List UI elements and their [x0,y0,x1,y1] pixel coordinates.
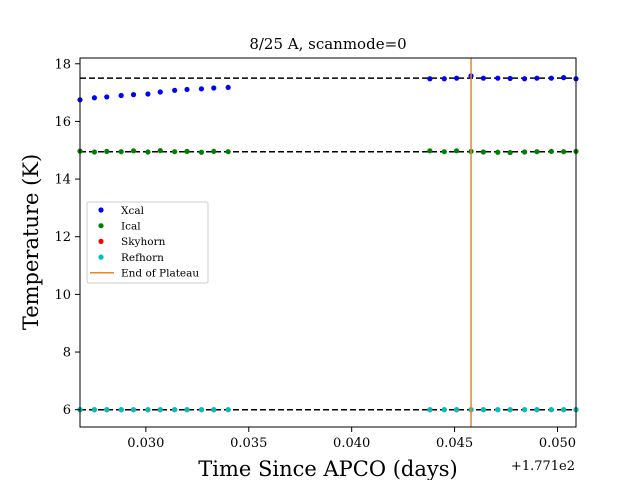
point-xcal-21 [548,75,554,81]
point-xcal-16 [480,75,486,81]
point-xcal-19 [521,76,528,82]
y-tick-label: 6 [63,403,71,418]
point-xcal-4 [130,92,137,98]
legend-label-end-of-plateau: End of Plateau [121,268,199,280]
point-xcal-20 [534,75,540,81]
legend: Xcal Ical Skyhorn Refhorn End of Plateau [86,201,209,284]
point-refhorn-21 [548,407,554,413]
legend-marker-refhorn [98,254,104,260]
x-tick-label: 0.030 [127,436,164,451]
y-tick-label: 8 [63,346,71,361]
legend-box [86,201,209,284]
point-refhorn-14 [454,407,460,413]
y-tick-label: 18 [54,57,71,72]
point-ical-18 [507,149,513,156]
legend-label-skyhorn: Skyhorn [121,236,166,248]
point-ical-3 [118,149,124,155]
point-xcal-11 [225,84,231,91]
x-tick-label: 0.045 [436,436,473,451]
point-refhorn-10 [211,407,217,413]
legend-marker-ical [98,223,104,229]
x-tick-label: 0.035 [230,436,267,451]
point-xcal-5 [145,91,151,97]
y-axis: 6 8 10 12 14 16 18 [54,57,80,418]
point-ical-16 [480,149,486,155]
point-refhorn-3 [118,407,124,413]
point-ical-9 [198,149,205,155]
point-ical-11 [225,149,231,155]
y-tick-label: 16 [54,115,71,130]
point-ical-12 [427,148,433,154]
point-refhorn-4 [130,407,137,413]
point-ical-6 [157,147,163,154]
point-ical-14 [454,148,460,154]
point-xcal-8 [184,86,190,93]
point-xcal-7 [172,87,178,93]
point-xcal-10 [211,85,217,91]
point-ical-2 [104,148,110,155]
legend-label-refhorn: Refhorn [121,252,164,264]
point-ical-13 [441,149,447,155]
point-xcal-22 [561,75,567,81]
point-xcal-13 [441,76,447,82]
point-refhorn-22 [561,407,567,413]
point-refhorn-6 [157,407,163,413]
x-tick-label: 0.040 [333,436,370,451]
point-xcal-9 [198,86,205,92]
y-tick-label: 12 [54,230,71,245]
point-ical-10 [211,148,217,155]
x-offset-label: +1.771e2 [511,459,575,474]
x-axis: 0.030 0.035 0.040 0.045 0.050 [127,427,576,451]
point-refhorn-1 [91,407,98,413]
point-ical-19 [521,149,528,155]
y-tick-label: 10 [54,288,71,303]
point-refhorn-19 [521,407,528,413]
y-tick-label: 14 [54,173,71,188]
point-ical-22 [561,149,567,155]
point-ical-17 [495,149,501,155]
y-axis-title: Temperature (K) [19,154,43,330]
point-xcal-3 [118,92,124,99]
point-ical-7 [172,149,178,155]
point-ical-5 [145,149,151,155]
point-refhorn-13 [441,407,447,413]
point-ical-8 [184,148,190,155]
point-refhorn-12 [427,407,433,413]
plot-frame [79,57,577,428]
plot-area [77,58,579,427]
legend-label-xcal: Xcal [121,205,145,217]
point-xcal-2 [104,94,110,100]
legend-marker-skyhorn [98,238,104,244]
point-xcal-6 [157,89,163,95]
x-axis-title: Time Since APCO (days) [198,457,457,480]
point-ical-21 [548,148,554,155]
point-refhorn-17 [495,407,501,413]
legend-marker-xcal [98,207,104,213]
point-ical-4 [130,148,137,154]
point-refhorn-11 [225,407,231,413]
point-refhorn-16 [480,407,486,413]
point-xcal-1 [91,95,98,101]
x-tick-label: 0.050 [539,436,576,451]
point-refhorn-18 [507,407,513,413]
point-refhorn-9 [198,407,205,413]
point-refhorn-7 [172,407,178,413]
point-xcal-14 [454,75,460,81]
point-refhorn-5 [145,407,151,413]
point-xcal-17 [495,75,501,81]
point-refhorn-2 [104,407,110,413]
point-xcal-18 [507,75,513,82]
point-refhorn-8 [184,407,190,413]
point-ical-20 [534,149,540,155]
point-ical-1 [91,149,98,155]
legend-label-ical: Ical [121,221,141,233]
point-refhorn-20 [534,407,540,413]
point-xcal-12 [427,76,433,82]
chart-title: 8/25 A, scanmode=0 [249,35,406,53]
